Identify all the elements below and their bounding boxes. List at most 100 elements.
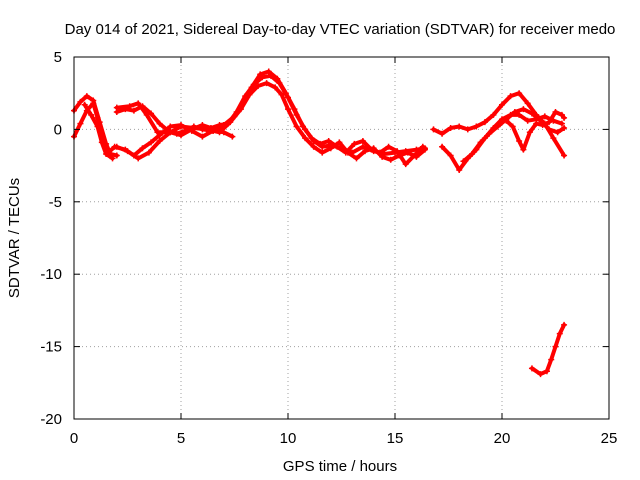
- data-point-marker: [379, 153, 386, 160]
- data-point-marker: [526, 129, 533, 136]
- data-point-marker: [220, 122, 227, 129]
- data-point-marker: [113, 109, 120, 116]
- y-tick-label: -20: [40, 411, 62, 428]
- data-point-marker: [282, 90, 289, 97]
- data-point-marker: [248, 84, 255, 91]
- data-point-marker: [464, 126, 471, 133]
- x-tick-label: 5: [177, 430, 185, 447]
- data-point-marker: [216, 129, 223, 136]
- data-point-marker: [210, 127, 217, 134]
- data-point-marker: [77, 98, 84, 105]
- data-point-marker: [481, 119, 488, 126]
- y-tick-label: -15: [40, 339, 62, 356]
- data-point-marker: [537, 371, 544, 378]
- data-point-marker: [94, 114, 101, 121]
- data-point-marker: [103, 151, 110, 158]
- data-point-marker: [490, 111, 497, 118]
- data-point-marker: [145, 149, 152, 156]
- data-point-marker: [139, 103, 146, 110]
- data-point-marker: [419, 143, 426, 150]
- y-axis-label: SDTVAR / TECUs: [6, 178, 23, 298]
- data-point-marker: [199, 126, 206, 133]
- series-arc-3: [81, 101, 116, 162]
- data-point-marker: [439, 130, 446, 137]
- data-point-marker: [231, 113, 238, 120]
- series-arc-11: [528, 321, 568, 378]
- data-point-marker: [351, 140, 358, 147]
- data-point-marker: [460, 158, 467, 165]
- data-point-marker: [546, 119, 553, 126]
- data-point-marker: [528, 365, 535, 372]
- data-point-marker: [509, 123, 516, 130]
- data-point-marker: [486, 130, 493, 137]
- series-arc-10: [503, 109, 568, 153]
- data-point-marker: [274, 75, 281, 82]
- x-axis-label: GPS time / hours: [283, 458, 397, 475]
- series-arc-6: [113, 68, 426, 168]
- data-point-marker: [319, 149, 326, 156]
- data-point-marker: [511, 109, 518, 116]
- data-point-marker: [362, 148, 369, 155]
- y-tick-label: 0: [54, 121, 62, 138]
- chart-title: Day 014 of 2021, Sidereal Day-to-day VTE…: [65, 21, 616, 38]
- data-point-marker: [130, 107, 137, 114]
- data-point-marker: [548, 356, 555, 363]
- data-point-marker: [113, 143, 120, 150]
- data-point-marker: [456, 166, 463, 173]
- data-point-marker: [148, 110, 155, 117]
- data-point-marker: [240, 100, 247, 107]
- data-point-marker: [148, 139, 155, 146]
- data-point-marker: [124, 148, 131, 155]
- data-point-marker: [520, 106, 527, 113]
- data-point-marker: [135, 155, 142, 162]
- data-point-marker: [528, 110, 535, 117]
- data-point-marker: [385, 143, 392, 150]
- data-point-marker: [77, 120, 84, 127]
- data-point-marker: [359, 143, 366, 150]
- data-point-marker: [317, 140, 324, 147]
- data-point-marker: [561, 114, 568, 121]
- data-point-marker: [533, 120, 540, 127]
- y-tick-label: 5: [54, 49, 62, 66]
- data-point-marker: [524, 100, 531, 107]
- data-point-marker: [302, 135, 309, 142]
- data-point-marker: [90, 100, 97, 107]
- data-point-marker: [561, 152, 568, 159]
- data-point-marker: [291, 106, 298, 113]
- data-point-marker: [229, 133, 236, 140]
- y-tick-label: -5: [49, 194, 62, 211]
- data-point-marker: [342, 149, 349, 156]
- data-point-marker: [561, 124, 568, 131]
- data-point-marker: [325, 137, 332, 144]
- data-point-marker: [550, 135, 557, 142]
- data-point-marker: [113, 152, 120, 159]
- data-point-marker: [122, 106, 129, 113]
- data-point-marker: [430, 126, 437, 133]
- data-point-marker: [293, 123, 300, 130]
- data-point-marker: [541, 113, 548, 120]
- x-tick-label: 20: [494, 430, 511, 447]
- data-point-marker: [494, 123, 501, 130]
- data-point-marker: [552, 343, 559, 350]
- data-point-marker: [178, 123, 184, 130]
- axis-ticks: 0 5 10 15 20 25 5 0 -5 -10 -15 -20: [40, 49, 617, 447]
- data-point-marker: [556, 330, 563, 337]
- data-point-marker: [265, 68, 272, 75]
- plot-frame: [73, 56, 610, 420]
- data-point-marker: [263, 80, 270, 87]
- data-point-marker: [88, 111, 95, 118]
- x-tick-label: 25: [601, 430, 618, 447]
- data-point-marker: [156, 120, 163, 127]
- x-tick-label: 10: [280, 430, 297, 447]
- data-point-marker: [98, 139, 105, 146]
- y-tick-label: -10: [40, 266, 62, 283]
- data-point-marker: [336, 139, 343, 146]
- data-point-marker: [272, 84, 279, 91]
- data-point-marker: [139, 145, 146, 152]
- data-point-marker: [516, 90, 523, 97]
- data-point-marker: [499, 101, 505, 108]
- data-point-marker: [83, 93, 90, 100]
- data-point-marker: [359, 137, 366, 144]
- data-point-marker: [190, 123, 197, 130]
